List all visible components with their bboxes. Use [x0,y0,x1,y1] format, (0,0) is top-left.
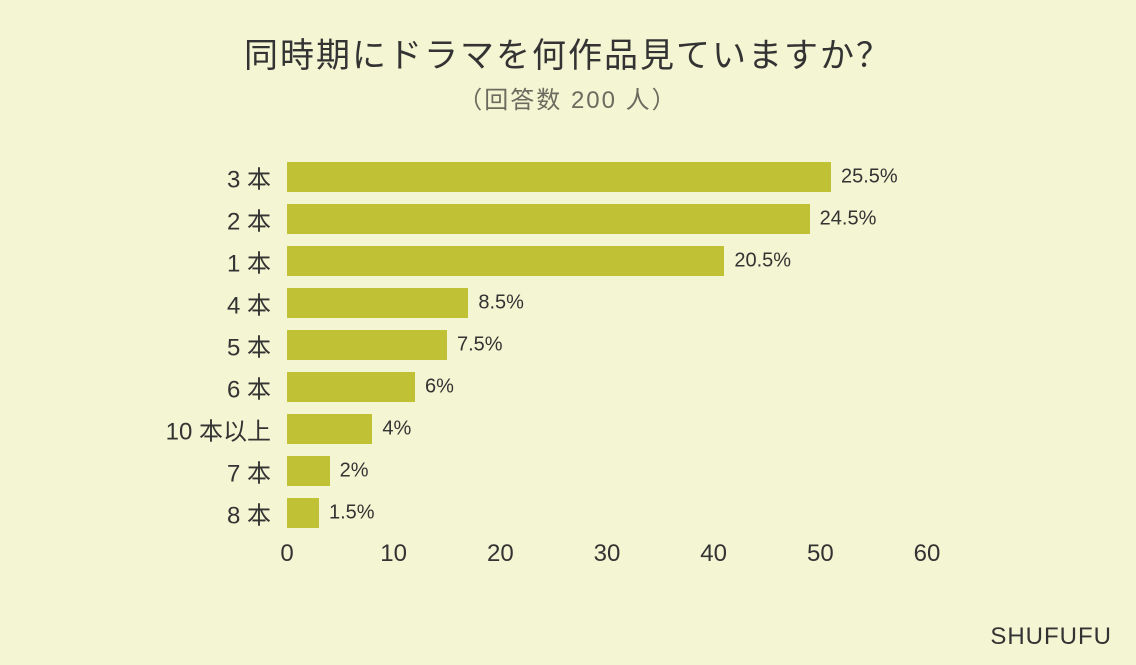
x-tick-label: 10 [380,540,407,568]
bar-row: 6%6 本 [287,372,927,402]
x-tick-label: 30 [594,540,621,568]
bar [287,288,468,318]
bar-row: 25.5%3 本 [287,162,927,192]
bar [287,330,447,360]
category-label: 7 本 [71,454,271,489]
x-tick-label: 40 [700,540,727,568]
category-label: 2 本 [71,202,271,237]
bar [287,456,330,486]
bar-value-label: 2% [340,460,369,483]
bar [287,372,415,402]
bar-value-label: 20.5% [734,250,791,273]
bar-value-label: 8.5% [478,292,524,315]
chart-subtitle: （回答数 200 人） [0,80,1136,115]
bar [287,246,724,276]
category-label: 1 本 [71,244,271,279]
bar-row: 2%7 本 [287,456,927,486]
bar-value-label: 7.5% [457,334,503,357]
category-label: 5 本 [71,328,271,363]
bar [287,498,319,528]
category-label: 10 本以上 [71,412,271,447]
x-axis [287,534,927,535]
category-label: 4 本 [71,286,271,321]
category-label: 3 本 [71,160,271,195]
chart-title: 同時期にドラマを何作品見ていますか？ [0,28,1136,77]
bar-value-label: 6% [425,376,454,399]
x-tick-label: 60 [914,540,941,568]
bar-value-label: 25.5% [841,166,898,189]
bar [287,414,372,444]
bar-row: 24.5%2 本 [287,204,927,234]
watermark: SHUFUFU [990,623,1112,651]
x-tick-label: 0 [280,540,293,568]
bar-row: 1.5%8 本 [287,498,927,528]
bar-row: 20.5%1 本 [287,246,927,276]
chart-canvas: 同時期にドラマを何作品見ていますか？ （回答数 200 人） 25.5%3 本2… [0,0,1136,665]
x-tick-label: 50 [807,540,834,568]
bar-row: 7.5%5 本 [287,330,927,360]
bar-row: 8.5%4 本 [287,288,927,318]
chart-plot-area: 25.5%3 本 24.5%2 本 20.5%1 本 8.5%4 本 7.5%5 本 6%… [287,150,927,564]
bar-value-label: 4% [382,418,411,441]
bar-value-label: 24.5% [820,208,877,231]
bar [287,162,831,192]
category-label: 6 本 [71,370,271,405]
x-tick-label: 20 [487,540,514,568]
bar-row: 4%10 本以上 [287,414,927,444]
bar [287,204,810,234]
category-label: 8 本 [71,496,271,531]
bar-value-label: 1.5% [329,502,375,525]
